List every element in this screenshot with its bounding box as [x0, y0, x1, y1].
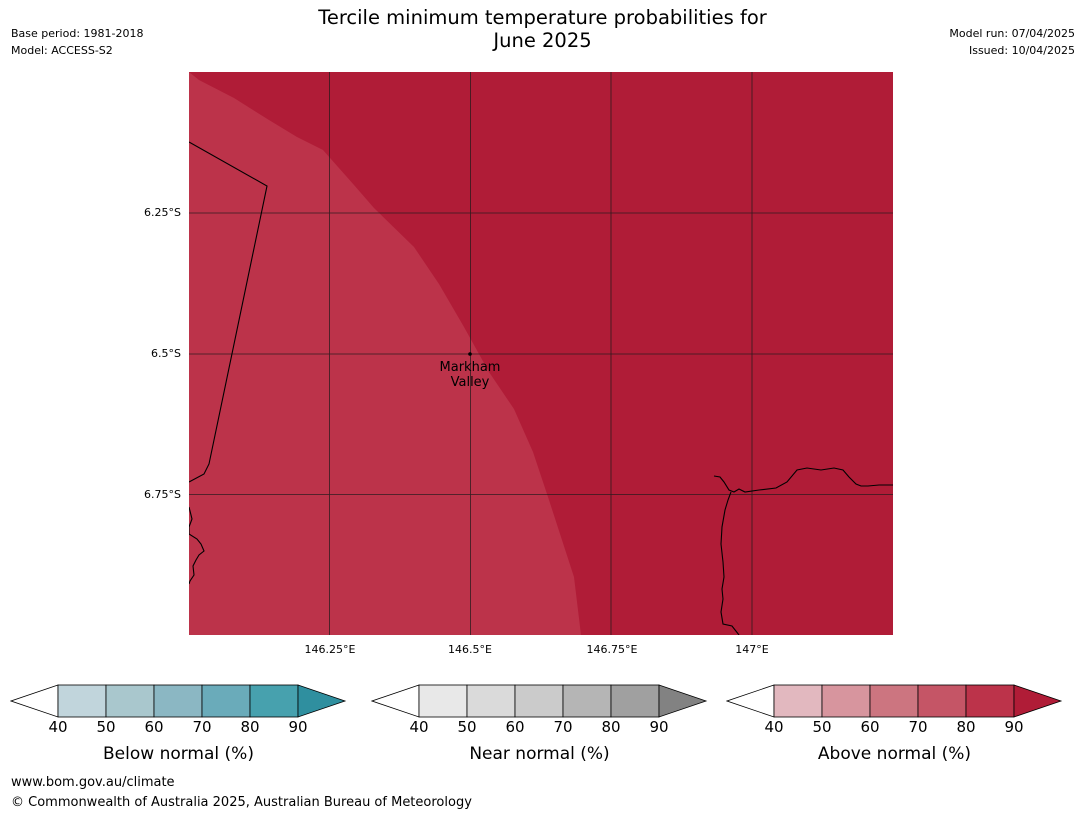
lat-label: 6.5°S: [151, 347, 181, 360]
colorbar-tick-label: 70: [908, 718, 928, 736]
base-period-text: Base period: 1981-2018: [11, 27, 144, 40]
colorbar-above: 40 50 60 70 80 90 Above normal (%): [725, 684, 1066, 764]
colorbar-tick-label: 90: [1004, 718, 1024, 736]
colorbar-below-title: Below normal (%): [103, 744, 254, 764]
title-line-2: June 2025: [493, 29, 592, 52]
colorbar-segment: [514, 684, 564, 718]
lon-label: 146.75°E: [586, 643, 638, 656]
place-label: Markham Valley: [430, 360, 510, 390]
model-text: Model: ACCESS-S2: [11, 44, 113, 57]
lon-label: 146.5°E: [448, 643, 492, 656]
probability-map[interactable]: Markham Valley: [188, 72, 893, 636]
colorbar-segment: [57, 684, 107, 718]
lon-label: 146.25°E: [304, 643, 356, 656]
model-run-text: Model run: 07/04/2025: [949, 27, 1075, 40]
colorbar-below-scale: [9, 684, 347, 718]
colorbar-low-extension: [725, 684, 775, 718]
colorbar-segment: [562, 684, 612, 718]
colorbar-segment: [418, 684, 468, 718]
coastline-river: [720, 491, 740, 636]
colorbar-low-extension: [370, 684, 420, 718]
colorbar-segment: [773, 684, 823, 718]
footer-copyright: © Commonwealth of Australia 2025, Austra…: [11, 795, 472, 810]
colorbar-near: 40 50 60 70 80 90 Near normal (%): [370, 684, 711, 764]
footer: www.bom.gov.au/climate © Commonwealth of…: [11, 773, 472, 813]
border-line: [188, 141, 268, 483]
colorbar-segment: [201, 684, 251, 718]
colorbar-segment: [610, 684, 660, 718]
colorbar-tick-label: 40: [764, 718, 784, 736]
colorbar-tick-label: 50: [812, 718, 832, 736]
colorbar-segment: [917, 684, 967, 718]
colorbar-high-extension: [297, 684, 347, 718]
colorbar-tick-label: 60: [860, 718, 880, 736]
place-label-line-2: Valley: [450, 375, 490, 390]
colorbar-segment: [466, 684, 516, 718]
colorbar-segment: [105, 684, 155, 718]
title-line-1: Tercile minimum temperature probabilitie…: [318, 6, 767, 29]
colorbar-tick-label: 60: [505, 718, 525, 736]
colorbar-tick-label: 90: [649, 718, 669, 736]
colorbar-tick-label: 60: [144, 718, 164, 736]
coastline-east: [713, 467, 893, 493]
colorbar-tick-label: 70: [192, 718, 212, 736]
colorbar-tick-label: 80: [240, 718, 260, 736]
footer-url-link[interactable]: www.bom.gov.au/climate: [11, 775, 175, 790]
lat-label: 6.75°S: [144, 488, 181, 501]
coastline-west: [188, 506, 205, 585]
colorbar-near-scale: [370, 684, 708, 718]
map-canvas: [188, 72, 893, 636]
colorbar-above-scale: [725, 684, 1063, 718]
colorbar-segment: [153, 684, 203, 718]
colorbar-tick-label: 70: [553, 718, 573, 736]
colorbar-tick-label: 50: [457, 718, 477, 736]
colorbar-high-extension: [658, 684, 708, 718]
colorbar-segment: [821, 684, 871, 718]
header-left: Base period: 1981-2018 Model: ACCESS-S2: [11, 25, 143, 59]
header-right: Model run: 07/04/2025 Issued: 10/04/2025: [949, 25, 1075, 59]
coastline: [188, 141, 893, 636]
page-title: Tercile minimum temperature probabilitie…: [0, 6, 1085, 52]
place-label-line-1: Markham: [439, 360, 501, 375]
lat-label: 6.25°S: [144, 206, 181, 219]
colorbar-tick-label: 90: [288, 718, 308, 736]
colorbar-tick-label: 80: [956, 718, 976, 736]
colorbar-segment: [965, 684, 1015, 718]
colorbar-above-title: Above normal (%): [817, 744, 972, 764]
colorbar-tick-label: 50: [96, 718, 116, 736]
location-marker[interactable]: [468, 352, 472, 356]
colorbar-low-extension: [9, 684, 59, 718]
colorbar-segment: [869, 684, 919, 718]
colorbar-tick-label: 80: [601, 718, 621, 736]
lon-label: 147°E: [735, 643, 769, 656]
issued-text: Issued: 10/04/2025: [968, 44, 1075, 57]
colorbar-tick-label: 40: [48, 718, 68, 736]
colorbar-near-title: Near normal (%): [469, 744, 610, 764]
colorbar-below: 40 50 60 70 80 90 Below normal (%): [9, 684, 350, 764]
colorbar-high-extension: [1013, 684, 1063, 718]
colorbar-tick-label: 40: [409, 718, 429, 736]
colorbar-segment: [249, 684, 299, 718]
